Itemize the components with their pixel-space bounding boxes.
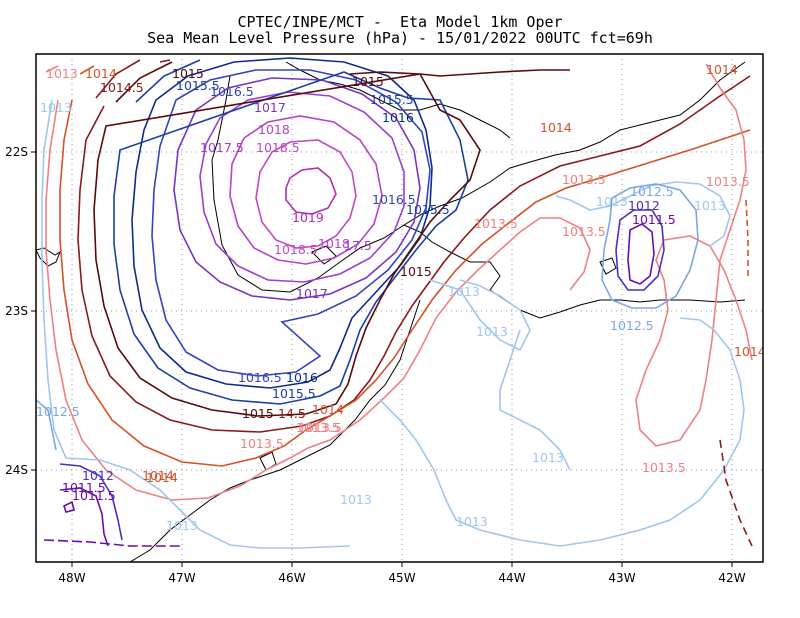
y-tick-label: 22S	[5, 145, 28, 159]
contour-label: 1014	[706, 62, 738, 77]
map-frame	[35, 53, 764, 563]
title-line-2: Sea Mean Level Pressure (hPa) - 15/01/20…	[147, 29, 653, 47]
contour-label: 1012	[628, 198, 660, 213]
contour-label: 1017	[296, 286, 328, 301]
x-tick-label: 45W	[388, 571, 415, 585]
contour-label: 1013	[456, 514, 488, 529]
contour-label: 1013.5	[474, 216, 518, 231]
isobar-lines	[36, 57, 753, 549]
isobar-1017	[173, 77, 421, 301]
isobar-1011-5-inner	[63, 500, 75, 513]
gridlines	[36, 54, 763, 562]
y-tick-label: 23S	[5, 304, 28, 318]
contour-label: 1018	[318, 236, 350, 251]
isobar-1014-5	[77, 59, 751, 433]
coastline	[36, 61, 746, 562]
contour-label: 1015.5	[176, 78, 220, 93]
contour-label: 1013.5	[296, 420, 340, 435]
x-tick-label: 46W	[278, 571, 305, 585]
contour-label: 1013.5	[298, 420, 342, 435]
contour-label: 1013.5	[562, 224, 606, 239]
contour-label: 1014	[142, 468, 174, 483]
isobar-1014-dash-east	[745, 199, 749, 280]
isobar-1011-5	[59, 223, 655, 547]
contour-label: 1013	[166, 518, 198, 533]
contour-label: 17.5	[344, 238, 372, 253]
isobar-1013	[41, 99, 745, 549]
isobar-1012-5	[36, 183, 699, 451]
contour-label: 1019	[292, 210, 324, 225]
isobar-1019	[285, 167, 337, 215]
contour-labels: 1013 1014 1015 1015.5 1016.5 1013 1014.5…	[36, 62, 766, 533]
contour-label: 1014	[540, 120, 572, 135]
contour-label: 1013.5	[642, 460, 686, 475]
isobar-1015-5	[113, 59, 469, 405]
contour-label: 1011.5	[62, 480, 106, 495]
contour-label: 1017.5	[200, 140, 244, 155]
contour-label: 1015.5	[272, 386, 316, 401]
axis-ticks	[31, 151, 733, 567]
contour-label: 1012	[82, 468, 114, 483]
contour-label: 1015.5	[370, 92, 414, 107]
contour-label: 1013.5	[562, 172, 606, 187]
contour-label: 1017	[254, 100, 286, 115]
contour-label: 1013	[448, 284, 480, 299]
contour-label: 1013	[40, 100, 72, 115]
x-tick-label: 48W	[58, 571, 85, 585]
contour-label: 1018.5	[274, 242, 318, 257]
isobar-1015-east-dash	[719, 439, 753, 547]
contour-label: 1015	[400, 264, 432, 279]
isobar-1018-5	[255, 139, 357, 249]
contour-label: 1016.5	[372, 192, 416, 207]
contour-label: 1014	[85, 66, 117, 81]
isobar-1014	[59, 65, 751, 467]
x-axis-labels: 48W 47W 46W 45W 44W 43W 42W	[58, 571, 745, 585]
isobar-1017-5	[199, 91, 405, 283]
contour-label: 1011.5	[632, 212, 676, 227]
contour-label: 1018	[258, 122, 290, 137]
contour-label: 1012.5	[610, 318, 654, 333]
contour-label: 1015	[352, 74, 384, 89]
isobar-1013-5	[45, 63, 753, 501]
contour-label: 1015	[242, 406, 274, 421]
contour-label: 1013	[340, 492, 372, 507]
isobar-1012	[59, 209, 665, 541]
contour-label: 1013	[46, 66, 78, 81]
isobar-1016	[131, 57, 433, 389]
contour-label: 1016.5	[238, 370, 282, 385]
x-tick-label: 42W	[718, 571, 745, 585]
contour-label: 14.5	[278, 406, 306, 421]
isobar-1016-5	[151, 69, 431, 377]
x-tick-label: 47W	[168, 571, 195, 585]
isobar-1012-base	[43, 539, 180, 547]
contour-label: 1015.5	[406, 202, 450, 217]
contour-label: 1013	[694, 198, 726, 213]
contour-label: 1013	[476, 324, 508, 339]
contour-label: 1013	[596, 194, 628, 209]
contour-label: 1014.5	[100, 80, 144, 95]
contour-label: 1012.5	[630, 184, 674, 199]
contour-label: 1016	[286, 370, 318, 385]
isobar-1018	[229, 115, 383, 265]
contour-label: 1018.5	[256, 140, 300, 155]
contour-label: 1013.5	[706, 174, 750, 189]
contour-label: 1012.5	[36, 404, 80, 419]
contour-label: 1014	[312, 402, 344, 417]
contour-label: 1014	[734, 344, 766, 359]
title-line-1: CPTEC/INPE/MCT - Eta Model 1km Oper	[237, 13, 563, 31]
contour-label: 1016	[382, 110, 414, 125]
x-tick-label: 43W	[608, 571, 635, 585]
x-tick-label: 44W	[498, 571, 525, 585]
contour-label: 1015	[172, 66, 204, 81]
map-title: CPTEC/INPE/MCT - Eta Model 1km Oper Sea …	[0, 14, 800, 46]
contour-label: 1011.5	[72, 488, 116, 503]
contour-label: 1016.5	[210, 84, 254, 99]
y-tick-label: 24S	[5, 463, 28, 477]
y-axis-labels: 22S 23S 24S	[5, 145, 28, 477]
contour-label: 1013	[532, 450, 564, 465]
contour-label: 1013.5	[240, 436, 284, 451]
contour-label: 1014	[146, 470, 178, 485]
isobar-1015	[93, 61, 570, 417]
